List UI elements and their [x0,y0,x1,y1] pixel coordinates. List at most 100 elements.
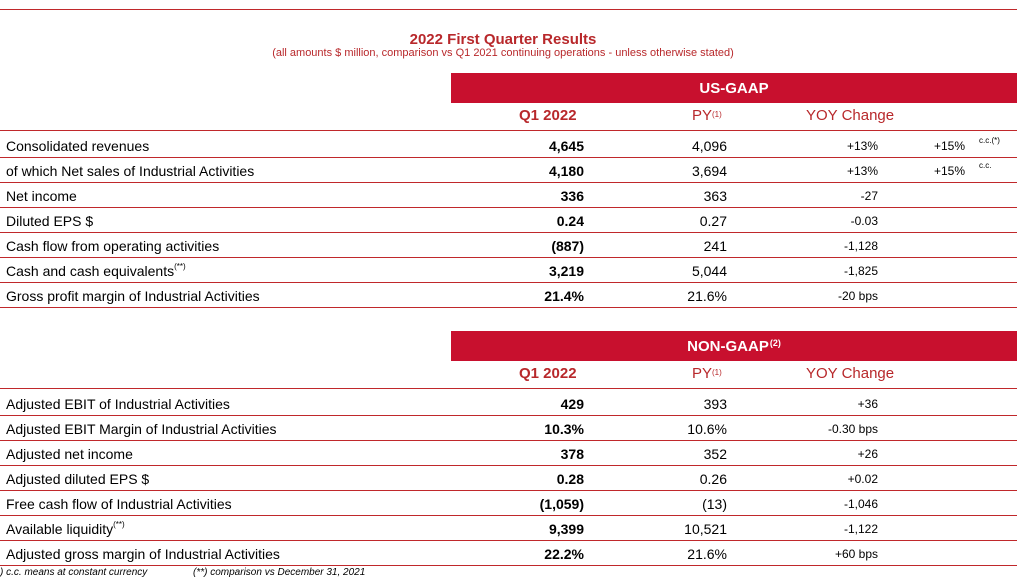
cell-cc: +15% [933,139,965,153]
nongaap-col-yoy: YOY Change [806,364,895,382]
table-row: Net income 336 363 -27 [0,183,1017,208]
cell-yoy: +0.02 [847,472,878,486]
top-rule [0,9,1017,10]
cell-q1: 22.2% [544,546,584,562]
row-label: Free cash flow of Industrial Activities [6,496,232,512]
cell-py: 241 [703,238,727,254]
cell-yoy: -27 [860,189,878,203]
row-label: Cash and cash equivalents(**) [6,262,186,279]
nongaap-col-py: PY (1) [692,362,722,384]
cell-py: 3,694 [691,163,727,179]
usgaap-col-py: PY (1) [692,104,722,126]
cell-py: 0.26 [699,471,727,487]
row-label-text: Adjusted EBIT Margin of Industrial Activ… [6,421,277,437]
cell-q1: 4,645 [548,138,584,154]
page-title: 2022 First Quarter Results [409,31,597,48]
row-label: Adjusted net income [6,446,133,462]
cell-py: 363 [703,188,727,204]
cell-yoy: -0.30 bps [827,422,878,436]
table-row: Adjusted diluted EPS $ 0.28 0.26 +0.02 [0,466,1017,491]
row-label: Adjusted diluted EPS $ [6,471,149,487]
cell-q1: (887) [551,238,584,254]
cell-yoy: -1,122 [843,522,878,536]
cell-yoy: -1,825 [843,264,878,278]
usgaap-banner-label: US-GAAP [699,79,769,97]
row-label-text: Cash flow from operating activities [6,238,220,254]
cell-py: 5,044 [691,263,727,279]
row-label-note: (**) [113,520,125,529]
cell-cc-note: c.c.(*) [979,136,1000,145]
nongaap-banner-note: (2) [769,338,781,348]
row-label: Adjusted EBIT Margin of Industrial Activ… [6,421,277,437]
cell-q1: 21.4% [544,288,584,304]
cell-py: 0.27 [699,213,727,229]
row-label-text: of which Net sales of Industrial Activit… [6,163,255,179]
cell-py: 10.6% [687,421,727,437]
row-label: Adjusted EBIT of Industrial Activities [6,396,230,412]
cell-q1: 9,399 [548,521,584,537]
cell-py: (13) [702,496,727,512]
cell-q1: 3,219 [548,263,584,279]
usgaap-header-rule [0,130,1017,131]
footnote-comparison: (**) comparison vs December 31, 2021 [193,567,366,578]
row-label-text: Gross profit margin of Industrial Activi… [6,288,260,304]
cell-yoy: -1,128 [843,239,878,253]
nongaap-banner: NON-GAAP (2) [451,331,1017,361]
cell-py: 4,096 [691,138,727,154]
usgaap-col-yoy: YOY Change [806,106,895,124]
cell-q1: 429 [560,396,584,412]
cell-yoy: -1,046 [843,497,878,511]
row-label: Consolidated revenues [6,138,149,154]
table-row: Available liquidity(**) 9,399 10,521 -1,122 [0,516,1017,541]
row-label-text: Adjusted gross margin of Industrial Acti… [6,546,280,562]
cell-q1: 336 [560,188,584,204]
table-row: Cash and cash equivalents(**) 3,219 5,044 -… [0,258,1017,283]
table-row: Gross profit margin of Industrial Activi… [0,283,1017,308]
cell-yoy: -20 bps [837,289,878,303]
cell-yoy: +26 [857,447,878,461]
cell-q1: 10.3% [544,421,584,437]
row-label-note: (**) [174,262,186,271]
row-label-text: Free cash flow of Industrial Activities [6,496,232,512]
cell-py: 393 [703,396,727,412]
row-label-text: Available liquidity [6,521,114,537]
row-label-text: Net income [6,188,77,204]
usgaap-col-py-note: (1) [712,109,722,119]
row-label: Gross profit margin of Industrial Activi… [6,288,260,304]
table-row: Free cash flow of Industrial Activities (… [0,491,1017,516]
row-label: Cash flow from operating activities [6,238,219,254]
row-label: Adjusted gross margin of Industrial Acti… [6,546,280,562]
row-label-text: Consolidated revenues [6,138,150,154]
nongaap-header-rule [0,388,1017,389]
cell-q1: 378 [560,446,584,462]
nongaap-col-py-label: PY [692,364,713,382]
nongaap-col-py-note: (1) [712,367,722,377]
row-label: of which Net sales of Industrial Activit… [6,163,254,179]
cell-q1: 0.28 [556,471,584,487]
cell-q1: 4,180 [548,163,584,179]
table-row: Adjusted EBIT Margin of Industrial Activ… [0,416,1017,441]
cell-yoy: +36 [857,397,878,411]
row-label: Net income [6,188,77,204]
cell-py: 21.6% [687,546,727,562]
cell-yoy: +13% [846,139,878,153]
usgaap-col-py-label: PY [692,106,713,124]
cell-q1: 0.24 [556,213,584,229]
cell-py: 21.6% [687,288,727,304]
cell-cc-note: c.c. [979,161,992,170]
table-row: Adjusted EBIT of Industrial Activities 42… [0,391,1017,416]
usgaap-col-q1: Q1 2022 [519,106,577,124]
row-label: Diluted EPS $ [6,213,93,229]
footnote-cc: ) c.c. means at constant currency [0,567,148,578]
page-subtitle: (all amounts $ million, comparison vs Q1… [272,47,734,59]
table-row: Adjusted net income 378 352 +26 [0,441,1017,466]
row-label: Available liquidity(**) [6,520,125,537]
table-row: Adjusted gross margin of Industrial Acti… [0,541,1017,566]
row-label-text: Cash and cash equivalents [6,263,175,279]
cell-yoy: -0.03 [850,214,878,228]
nongaap-col-q1: Q1 2022 [519,364,577,382]
cell-cc: +15% [933,164,965,178]
row-label-text: Adjusted EBIT of Industrial Activities [6,396,230,412]
cell-q1: (1,059) [539,496,584,512]
table-row: of which Net sales of Industrial Activit… [0,158,1017,183]
